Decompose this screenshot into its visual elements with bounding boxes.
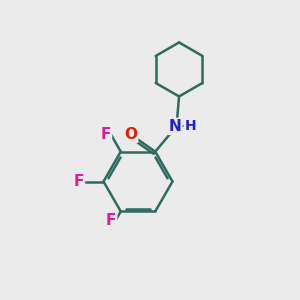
Text: F: F bbox=[100, 127, 111, 142]
Text: F: F bbox=[74, 174, 84, 189]
Text: F: F bbox=[106, 213, 116, 228]
Text: N: N bbox=[169, 119, 181, 134]
Text: H: H bbox=[185, 119, 197, 133]
Text: O: O bbox=[124, 127, 137, 142]
